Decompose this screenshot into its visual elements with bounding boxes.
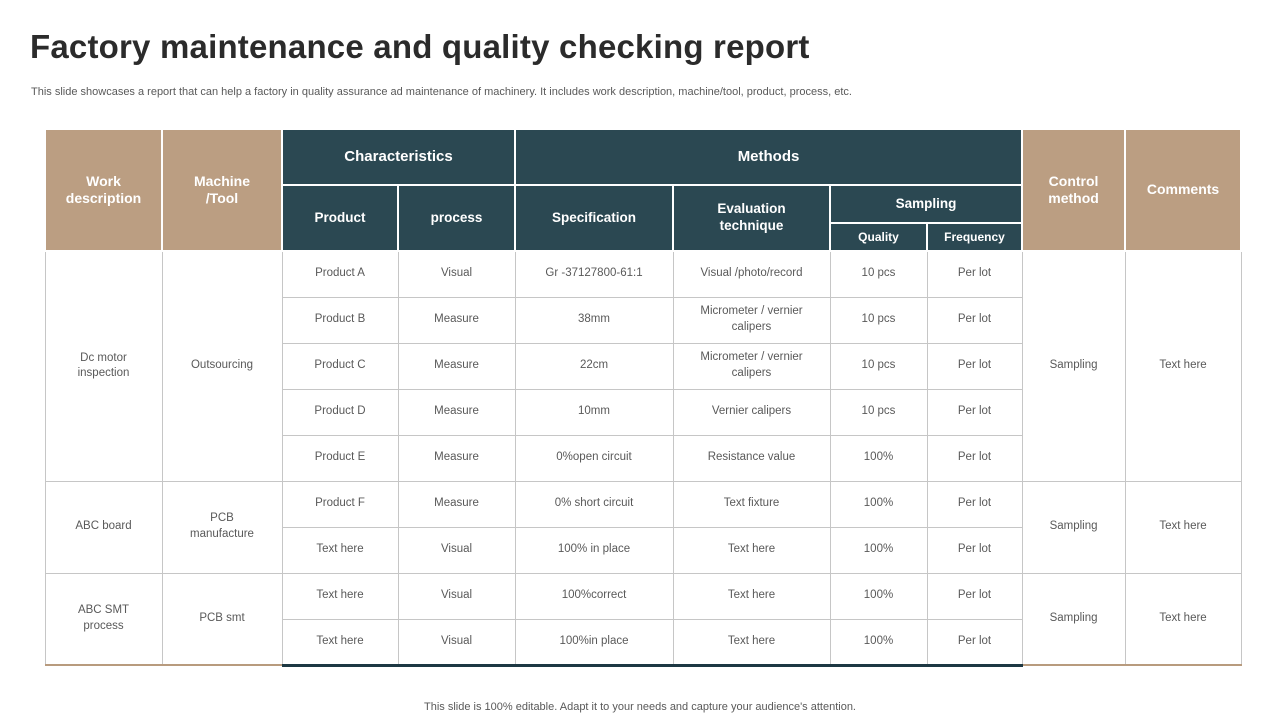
col-header-methods: Methods [513,128,1024,186]
cell-quality: 100% [829,434,928,482]
col-header-frequency: Frequency [925,222,1024,252]
cell-quality: 100% [829,526,928,574]
report-table: Work description Machine /Tool Character… [44,128,1243,667]
cell-quality: 100% [829,480,928,528]
cell-specification: 22cm [514,342,674,390]
cell-evaluation-technique: Micrometer / vernier calipers [672,342,831,390]
col-header-evaluation-technique: Evaluation technique [672,184,831,252]
cell-specification: 100% in place [514,526,674,574]
page-title: Factory maintenance and quality checking… [30,28,810,65]
cell-frequency: Per lot [926,434,1023,482]
header-row-2: Product process Specification Evaluation… [45,184,1241,252]
cell-machine-tool: PCB smt [161,572,283,666]
table-row: Text here Visual 100%in place Text here … [45,618,1241,667]
table-row: Text here Visual 100% in place Text here… [45,526,1241,574]
cell-evaluation-technique: Text fixture [672,480,831,528]
cell-specification: 100%correct [514,572,674,620]
header-row-3: Quality Frequency [45,222,1241,252]
cell-product: Product A [281,250,399,298]
col-header-characteristics: Characteristics [281,128,516,186]
table-row: ABC SMT process PCB smt Text here Visual… [44,572,1242,666]
cell-specification: 0% short circuit [514,480,674,528]
table-row: Product C Measure 22cm Micrometer / vern… [45,342,1241,390]
cell-process: Measure [397,434,516,482]
slide-subtitle: This slide showcases a report that can h… [31,86,852,98]
cell-frequency: Per lot [926,480,1023,528]
cell-control-method: Sampling [1021,250,1126,482]
cell-specification: 38mm [514,296,674,344]
col-header-process: process [397,184,516,252]
cell-process: Visual [397,250,516,298]
table-row: Product E Measure 0%open circuit Resista… [45,434,1241,482]
col-header-specification: Specification [514,184,674,252]
cell-machine-tool: Outsourcing [161,250,283,482]
cell-evaluation-technique: Text here [672,618,831,667]
cell-frequency: Per lot [926,526,1023,574]
cell-frequency: Per lot [926,342,1023,390]
cell-process: Measure [397,296,516,344]
col-header-machine-tool: Machine /Tool [161,128,283,252]
cell-product: Product B [281,296,399,344]
cell-product: Text here [281,618,399,667]
cell-product: Text here [281,572,399,620]
cell-work-description: Dc motor inspection [44,250,163,482]
cell-quality: 10 pcs [829,250,928,298]
cell-work-description: ABC SMT process [44,572,163,666]
cell-machine-tool: PCB manufacture [161,480,283,574]
cell-process: Measure [397,342,516,390]
cell-specification: 0%open circuit [514,434,674,482]
cell-quality: 10 pcs [829,342,928,390]
cell-process: Visual [397,526,516,574]
table-row: Product D Measure 10mm Vernier calipers … [45,388,1241,436]
cell-evaluation-technique: Text here [672,526,831,574]
cell-frequency: Per lot [926,296,1023,344]
cell-quality: 100% [829,572,928,620]
col-header-control-method: Control method [1021,128,1127,252]
cell-product: Product C [281,342,399,390]
cell-comments: Text here [1124,480,1242,574]
table-row: Dc motor inspection Outsourcing Product … [44,250,1242,482]
cell-product: Product D [281,388,399,436]
cell-specification: Gr -37127800-61:1 [514,250,674,298]
cell-comments: Text here [1124,572,1242,666]
cell-work-description: ABC board [44,480,163,574]
col-header-sampling: Sampling [828,184,1024,224]
cell-evaluation-technique: Visual /photo/record [672,250,831,298]
col-header-quality: Quality [829,222,928,252]
cell-specification: 10mm [514,388,674,436]
cell-product: Product E [281,434,399,482]
cell-frequency: Per lot [926,572,1023,620]
cell-quality: 10 pcs [829,296,928,344]
cell-quality: 10 pcs [829,388,928,436]
col-header-product: Product [281,184,399,252]
cell-evaluation-technique: Vernier calipers [672,388,831,436]
cell-evaluation-technique: Micrometer / vernier calipers [672,296,831,344]
cell-control-method: Sampling [1021,572,1126,666]
col-header-comments: Comments [1124,128,1243,252]
slide-footer-note: This slide is 100% editable. Adapt it to… [424,701,856,713]
cell-quality: 100% [829,618,928,667]
cell-frequency: Per lot [926,618,1023,667]
col-header-work-description: Work description [44,128,163,252]
cell-comments: Text here [1124,250,1242,482]
cell-process: Visual [397,618,516,667]
cell-specification: 100%in place [514,618,674,667]
cell-process: Measure [397,388,516,436]
cell-product: Text here [281,526,399,574]
cell-evaluation-technique: Text here [672,572,831,620]
cell-frequency: Per lot [926,250,1023,298]
cell-control-method: Sampling [1021,480,1126,574]
header-row-1: Work description Machine /Tool Character… [44,128,1243,252]
cell-product: Product F [281,480,399,528]
cell-process: Measure [397,480,516,528]
cell-process: Visual [397,572,516,620]
table-row: ABC board PCB manufacture Product F Meas… [44,480,1242,574]
cell-evaluation-technique: Resistance value [672,434,831,482]
cell-frequency: Per lot [926,388,1023,436]
